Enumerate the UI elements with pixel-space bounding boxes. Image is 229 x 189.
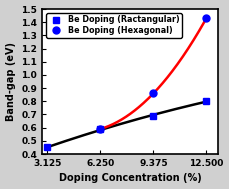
Line: Be Doping (Hexagonal): Be Doping (Hexagonal) xyxy=(97,15,210,132)
Legend: Be Doping (Ractangular), Be Doping (Hexagonal): Be Doping (Ractangular), Be Doping (Hexa… xyxy=(46,13,182,38)
Be Doping (Hexagonal) xyxy=(152,92,155,94)
Be Doping (Hexagonal) xyxy=(205,17,208,19)
Be Doping (Hexagonal) xyxy=(99,128,102,130)
Be Doping (Ractangular) xyxy=(152,115,155,117)
Be Doping (Ractangular) xyxy=(46,146,49,149)
Be Doping (Ractangular) xyxy=(205,100,208,102)
Be Doping (Ractangular) xyxy=(99,128,102,130)
X-axis label: Doping Concentration (%): Doping Concentration (%) xyxy=(59,174,202,184)
Line: Be Doping (Ractangular): Be Doping (Ractangular) xyxy=(44,98,210,151)
Y-axis label: Band-gap (eV): Band-gap (eV) xyxy=(5,42,16,121)
